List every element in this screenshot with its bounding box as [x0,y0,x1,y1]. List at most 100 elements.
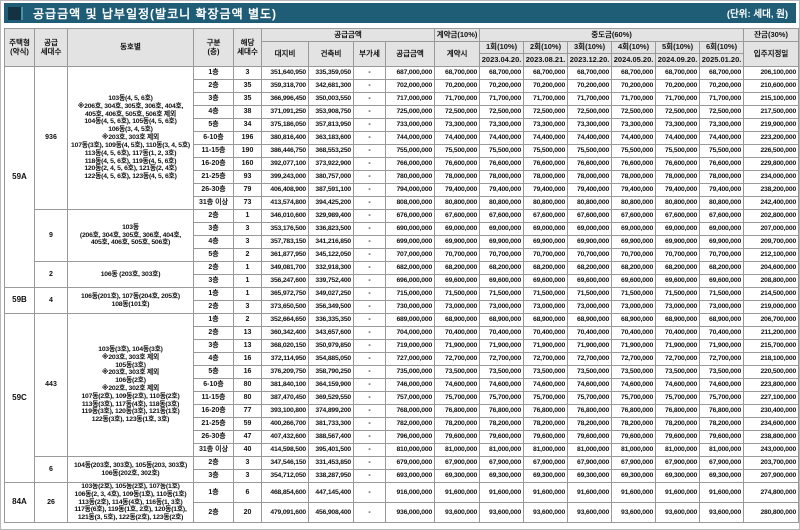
cell-installment-4: 74,600,000 [611,378,657,392]
cell-land: 351,640,950 [261,66,309,80]
table-row: 16-20층 77 393,100,800 374,899,200-768,000,0… [5,404,800,418]
cell-floor: 6-10층 [193,378,234,392]
cell-building: 358,790,250 [308,365,354,379]
table-row: 2층 13 360,342,400 343,657,600-704,000,000 70… [5,326,800,340]
cell-vat: - [353,417,386,431]
cell-installment-2: 69,000,000 [523,222,569,236]
cell-land: 346,010,600 [261,209,309,223]
cell-installment-1: 73,300,000 [479,118,525,132]
cell-installment-4: 70,200,000 [611,79,657,93]
cell-installment-4: 80,800,000 [611,196,657,210]
cell-floor: 21-25층 [193,417,234,431]
cell-installment-1: 79,600,000 [479,430,525,444]
cell-installment-6: 69,900,000 [699,235,745,249]
cell-installment-4: 71,700,000 [611,92,657,106]
header-installment-2: 2회(10%) [523,41,569,54]
cell-vat: - [353,326,386,340]
cell-land: 381,840,100 [261,378,309,392]
cell-installment-3: 68,700,000 [567,66,613,80]
cell-floor: 5층 [193,365,234,379]
cell-contract: 74,600,000 [434,378,481,392]
cell-balance: 223,200,000 [743,131,800,145]
cell-installment-5: 80,800,000 [655,196,701,210]
cell-total: 676,000,000 [384,209,436,223]
cell-unit-count: 3 [233,222,262,236]
cell-installment-4: 78,000,000 [611,170,657,184]
cell-building: 335,359,050 [308,66,354,80]
cell-installment-6: 74,600,000 [699,378,745,392]
cell-installment-5: 74,600,000 [655,378,701,392]
table-row: 9 103동 (206호, 304호, 305호, 306호, 404호, 405… [5,209,800,262]
cell-vat: - [353,170,386,184]
header-contract: 계약시 [434,41,481,67]
cell-vat: - [353,66,386,80]
cell-installment-1: 68,200,000 [479,261,525,275]
cell-contract: 80,800,000 [434,196,481,210]
cell-building: 373,922,900 [308,157,354,171]
cell-floor: 1층 [193,287,234,301]
cell-total: 679,000,000 [384,456,436,470]
cell-land: 353,176,500 [261,222,309,236]
cell-floor: 2층 [193,79,234,93]
cell-installment-6: 69,600,000 [699,274,745,288]
cell-land: 371,091,250 [261,105,309,119]
cell-installment-1: 68,700,000 [479,66,525,80]
cell-installment-6: 67,900,000 [699,456,745,470]
cell-contract: 69,900,000 [434,235,481,249]
cell-installment-2: 73,000,000 [523,300,569,314]
cell-supply-count: 443 [34,313,68,457]
cell-building: 329,989,400 [308,209,354,223]
cell-vat: - [353,92,386,106]
cell-supply-count: 6 [34,456,68,483]
cell-balance: 215,700,000 [743,339,800,353]
cell-balance: 234,000,000 [743,170,800,184]
cell-installment-3: 74,600,000 [567,378,613,392]
cell-building: 381,733,300 [308,417,354,431]
cell-total: 796,000,000 [384,430,436,444]
cell-installment-4: 79,400,000 [611,183,657,197]
cell-building: 350,003,550 [308,92,354,106]
cell-installment-2: 79,400,000 [523,183,569,197]
cell-building: 336,823,500 [308,222,354,236]
cell-installment-4: 91,600,000 [611,481,657,504]
cell-balance: 274,800,000 [743,481,800,504]
cell-floor: 1층 [193,66,234,80]
cell-installment-2: 93,600,000 [523,502,569,524]
cell-contract: 71,500,000 [434,287,481,301]
cell-contract: 69,300,000 [434,469,481,483]
cell-installment-5: 69,300,000 [655,469,701,483]
header-contract-group: 계약금(10%) [434,28,481,42]
cell-vat: - [353,481,386,504]
cell-total: 768,000,000 [384,404,436,418]
cell-land: 373,650,500 [261,300,309,314]
header-building: 건축비 [308,41,354,67]
cell-unit-count: 16 [233,365,262,379]
cell-total: 782,000,000 [384,417,436,431]
table-row: 26-30층 47 407,432,600 388,567,400-796,000,0… [5,430,800,444]
cell-balance: 243,000,000 [743,443,800,457]
cell-total: 733,000,000 [384,118,436,132]
cell-installment-4: 75,500,000 [611,144,657,158]
payment-schedule-table: 주택형 (약식) 공급 세대수 동호별 구분 (층) 해당 세대수 공급금액 계… [4,28,800,524]
cell-balance: 209,700,000 [743,235,800,249]
cell-installment-2: 72,500,000 [523,105,569,119]
cell-installment-4: 67,600,000 [611,209,657,223]
cell-contract: 71,700,000 [434,92,481,106]
cell-house-type: 84A [4,481,35,524]
cell-unit-count: 3 [233,66,262,80]
cell-total: 719,000,000 [384,339,436,353]
cell-balance: 219,000,000 [743,300,800,314]
cell-total: 689,000,000 [384,313,436,327]
cell-supply-count: 2 [34,261,68,288]
header-date-1: 2023.04.20. [479,53,525,67]
cell-installment-3: 70,200,000 [567,79,613,93]
cell-contract: 67,900,000 [434,456,481,470]
cell-floor: 16-20층 [193,157,234,171]
table-row: 11-15층 190 386,446,750 368,553,250-755,000,… [5,144,800,158]
cell-installment-2: 76,600,000 [523,157,569,171]
header-installment-1: 1회(10%) [479,41,525,54]
cell-installment-5: 69,900,000 [655,235,701,249]
cell-installment-1: 72,500,000 [479,105,525,119]
cell-total: 808,000,000 [384,196,436,210]
cell-installment-2: 79,600,000 [523,430,569,444]
